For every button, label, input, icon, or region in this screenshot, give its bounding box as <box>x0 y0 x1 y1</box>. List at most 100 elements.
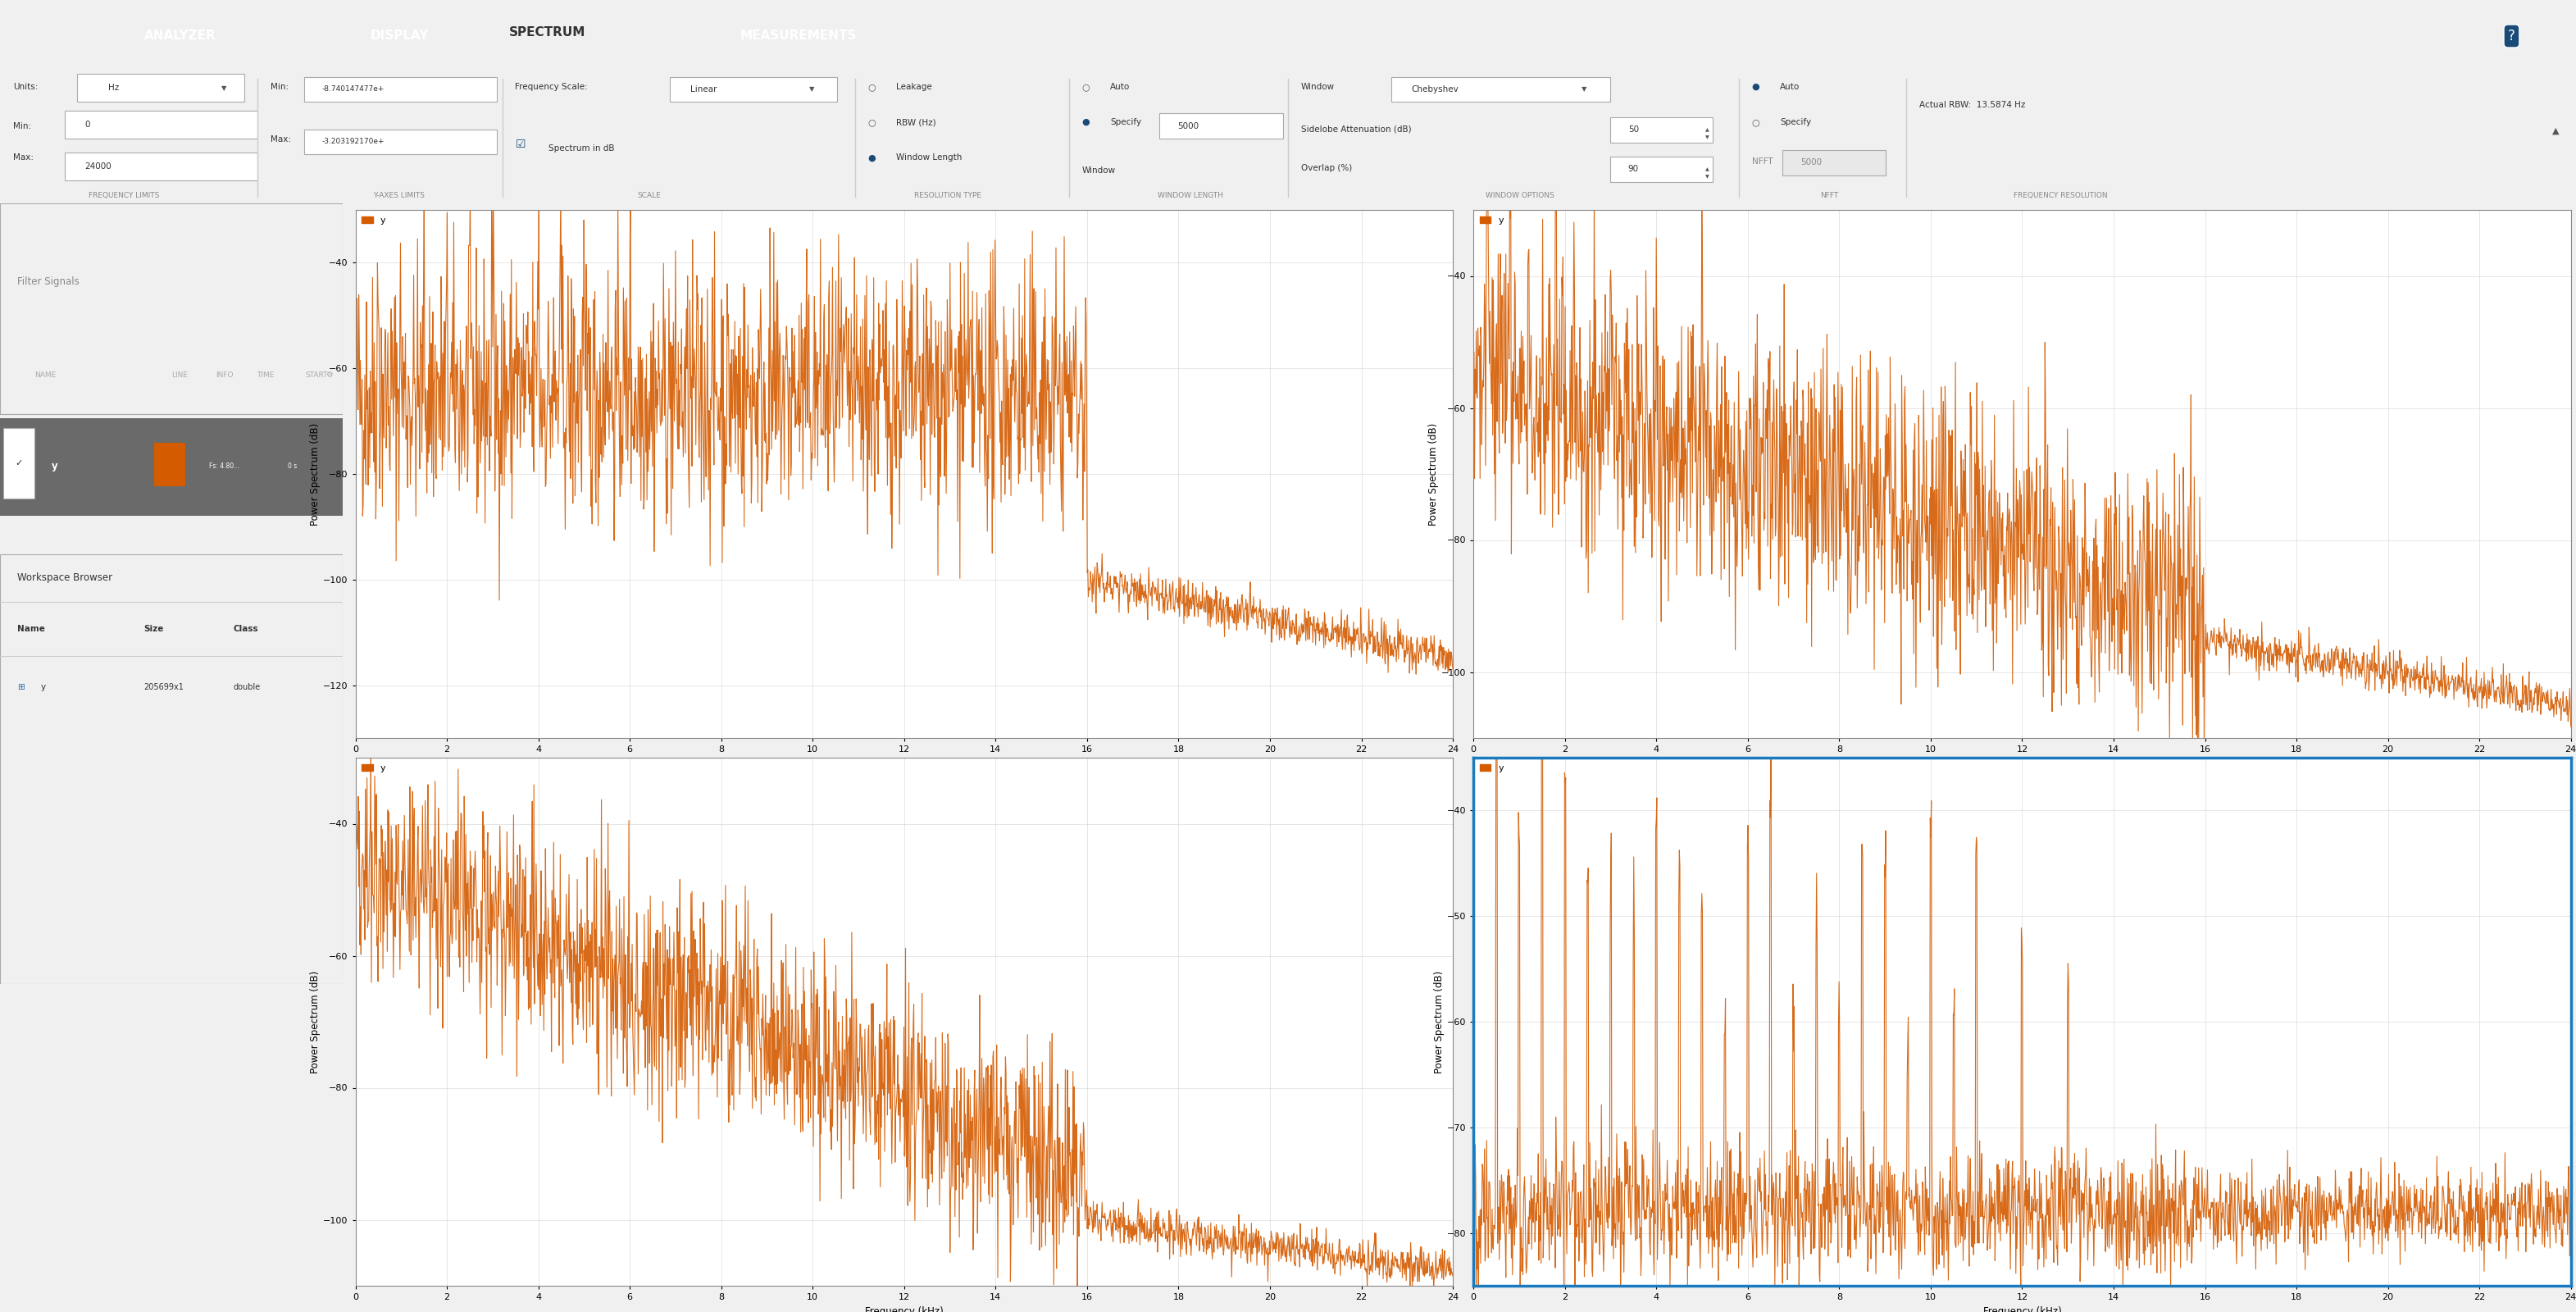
Text: ▲: ▲ <box>1705 167 1710 172</box>
Text: ○: ○ <box>868 83 876 91</box>
Text: Units:: Units: <box>13 83 39 91</box>
X-axis label: Frequency (kHz): Frequency (kHz) <box>866 1305 943 1312</box>
Text: INFO: INFO <box>216 371 234 379</box>
Text: double: double <box>232 684 260 691</box>
Text: ✓: ✓ <box>15 459 23 467</box>
Text: NFFT: NFFT <box>1752 157 1772 165</box>
Text: Window Length: Window Length <box>896 154 963 161</box>
Text: ▼: ▼ <box>809 85 814 93</box>
Text: Window: Window <box>1082 167 1115 174</box>
Text: ?: ? <box>2509 29 2514 43</box>
Text: Workspace Browser: Workspace Browser <box>18 573 113 584</box>
Text: RESOLUTION TYPE: RESOLUTION TYPE <box>914 192 981 199</box>
Text: ●: ● <box>1082 118 1090 126</box>
Text: LINE: LINE <box>170 371 188 379</box>
Text: Frequency Scale:: Frequency Scale: <box>515 83 587 91</box>
Text: Max:: Max: <box>13 154 33 161</box>
Y-axis label: Power Spectrum (dB): Power Spectrum (dB) <box>309 422 322 525</box>
Text: ○: ○ <box>868 118 876 126</box>
Text: Filter Signals: Filter Signals <box>18 276 80 287</box>
Text: SCALE: SCALE <box>636 192 662 199</box>
FancyBboxPatch shape <box>3 428 33 499</box>
Text: ☑: ☑ <box>515 139 526 150</box>
Text: y: y <box>52 461 57 472</box>
X-axis label: Frequency (kHz): Frequency (kHz) <box>866 758 943 769</box>
Text: ●: ● <box>868 154 876 161</box>
X-axis label: Frequency (kHz): Frequency (kHz) <box>1984 1305 2061 1312</box>
Text: Overlap (%): Overlap (%) <box>1301 164 1352 172</box>
Text: START: START <box>304 371 327 379</box>
Text: ●: ● <box>1752 83 1759 91</box>
Text: DISPLAY: DISPLAY <box>371 30 428 42</box>
Text: Min:: Min: <box>13 122 31 130</box>
Text: ▼: ▼ <box>1582 85 1587 93</box>
Text: Hz: Hz <box>108 84 118 92</box>
Legend: y: y <box>361 762 386 774</box>
Text: Class: Class <box>232 625 258 632</box>
Text: ▼: ▼ <box>222 84 227 92</box>
Text: ▼: ▼ <box>1705 174 1710 180</box>
Text: y: y <box>41 684 46 691</box>
Text: ▼: ▼ <box>1705 135 1710 140</box>
Text: -3.203192170e+: -3.203192170e+ <box>322 138 384 146</box>
FancyBboxPatch shape <box>0 419 343 516</box>
FancyBboxPatch shape <box>1610 157 1713 181</box>
Text: WINDOW LENGTH: WINDOW LENGTH <box>1157 192 1224 199</box>
Text: 24000: 24000 <box>85 163 111 171</box>
Text: ○: ○ <box>1082 83 1090 91</box>
FancyBboxPatch shape <box>451 0 644 68</box>
Legend: y: y <box>1479 214 1504 227</box>
FancyBboxPatch shape <box>1159 114 1283 138</box>
Text: NFFT: NFFT <box>1819 192 1839 199</box>
Text: Y-AXES LIMITS: Y-AXES LIMITS <box>374 192 425 199</box>
Text: Size: Size <box>144 625 165 632</box>
Text: ▲: ▲ <box>1705 127 1710 133</box>
FancyBboxPatch shape <box>155 443 185 485</box>
Text: Chebyshev: Chebyshev <box>1412 85 1458 93</box>
Text: 0 s: 0 s <box>289 463 296 470</box>
FancyBboxPatch shape <box>0 203 343 415</box>
Text: Linear: Linear <box>690 85 716 93</box>
Text: 205699x1: 205699x1 <box>144 684 183 691</box>
Text: FREQUENCY RESOLUTION: FREQUENCY RESOLUTION <box>2014 192 2107 199</box>
Text: 5000: 5000 <box>1801 159 1821 167</box>
FancyBboxPatch shape <box>670 76 837 102</box>
Text: Auto: Auto <box>1110 83 1131 91</box>
Text: 5000: 5000 <box>1177 122 1198 130</box>
Text: WINDOW OPTIONS: WINDOW OPTIONS <box>1486 192 1553 199</box>
FancyBboxPatch shape <box>304 129 497 154</box>
X-axis label: Frequency (kHz): Frequency (kHz) <box>1984 758 2061 769</box>
Y-axis label: Power Spectrum (dB): Power Spectrum (dB) <box>309 971 322 1073</box>
Y-axis label: Power Spectrum (dB): Power Spectrum (dB) <box>1435 971 1445 1073</box>
Text: ○: ○ <box>1752 118 1759 126</box>
Text: RBW (Hz): RBW (Hz) <box>896 118 935 126</box>
FancyBboxPatch shape <box>1391 76 1610 102</box>
Text: ANALYZER: ANALYZER <box>144 30 216 42</box>
Text: Min:: Min: <box>270 83 289 91</box>
Text: 0: 0 <box>85 121 90 129</box>
Text: Spectrum in dB: Spectrum in dB <box>549 144 616 152</box>
Text: NAME: NAME <box>33 371 57 379</box>
Y-axis label: Power Spectrum (dB): Power Spectrum (dB) <box>1427 422 1440 525</box>
Text: Fs: 4.80...: Fs: 4.80... <box>209 463 240 470</box>
FancyBboxPatch shape <box>64 112 258 138</box>
Text: Actual RBW:  13.5874 Hz: Actual RBW: 13.5874 Hz <box>1919 101 2025 109</box>
Text: -8.740147477e+: -8.740147477e+ <box>322 85 384 93</box>
Text: TIME: TIME <box>258 371 276 379</box>
Text: ⚙: ⚙ <box>325 371 332 379</box>
Text: Name: Name <box>18 625 44 632</box>
FancyBboxPatch shape <box>0 555 343 984</box>
Text: 90: 90 <box>1628 165 1638 173</box>
FancyBboxPatch shape <box>1610 118 1713 142</box>
FancyBboxPatch shape <box>64 154 258 180</box>
Legend: y: y <box>1479 762 1504 774</box>
Text: Specify: Specify <box>1110 118 1141 126</box>
Text: Window: Window <box>1301 83 1334 91</box>
Text: Leakage: Leakage <box>896 83 933 91</box>
FancyBboxPatch shape <box>1783 151 1886 174</box>
Text: ▲: ▲ <box>2553 127 2558 135</box>
Text: Specify: Specify <box>1780 118 1811 126</box>
Text: SPECTRUM: SPECTRUM <box>510 26 585 38</box>
Text: ⊞: ⊞ <box>18 684 23 691</box>
Text: Sidelobe Attenuation (dB): Sidelobe Attenuation (dB) <box>1301 125 1412 133</box>
